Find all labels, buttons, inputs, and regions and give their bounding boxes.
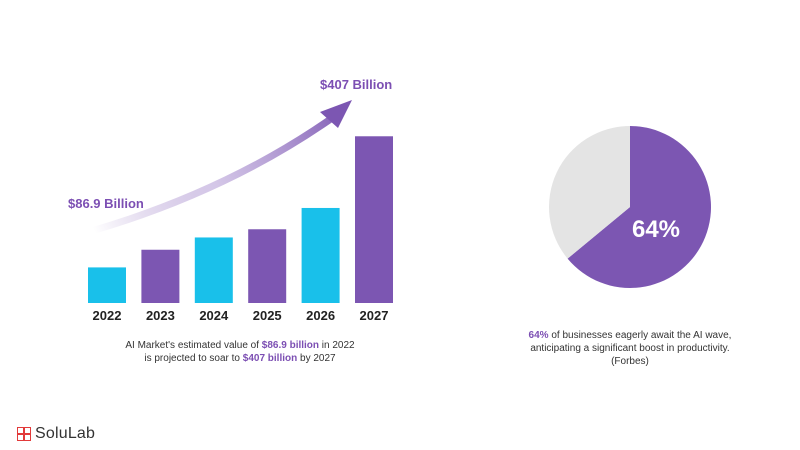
caption-highlight: $86.9 billion [261,340,320,351]
x-tick-label: 2023 [146,308,175,323]
pie-center-label: 64% [632,216,680,243]
pie-slice-await-ai [567,126,711,288]
bar-2025 [248,229,287,303]
pie-slice-remaining [549,126,630,259]
caption-text: of businesses eagerly await the AI wave, [548,330,732,341]
caption-highlight: 64% [528,330,549,341]
solulab-logo: SoluLab [17,424,95,444]
x-tick-label: 2026 [306,308,335,323]
x-tick-label: 2025 [253,308,282,323]
x-tick-label: 2024 [199,308,229,323]
caption-text: in 2022 [319,340,355,351]
bar-2023 [141,249,180,303]
logo-text: SoluLab [35,425,96,442]
caption-source: (Forbes) [611,356,649,367]
bar-chart-caption: AI Market's estimated value of $86.9 bil… [70,339,410,365]
start-value-annotation: $86.9 Billion [68,196,144,211]
caption-text: AI Market's estimated value of [125,340,262,351]
logo-icon [17,427,31,441]
growth-arrowhead [320,100,352,128]
growth-arrow [91,112,339,234]
x-tick-label: 2022 [93,308,122,323]
caption-text: is projected to soar to [144,353,243,364]
caption-text: anticipating a significant boost in prod… [530,343,730,354]
bar-2027 [355,136,393,303]
caption-highlight: $407 billion [242,353,298,364]
bar-2024 [194,237,233,303]
business-pie-chart: 64% [549,126,711,288]
x-tick-label: 2027 [360,308,389,323]
pie-chart-caption: 64% of businesses eagerly await the AI w… [505,329,755,368]
market-bar-chart: 2022 2023 2024 2025 2026 2027 $86.9 Billion $… [68,77,393,323]
bar-2022 [88,267,126,303]
end-value-annotation: $407 Billion [320,77,392,92]
caption-text: by 2027 [297,353,336,364]
bar-2026 [301,207,340,303]
